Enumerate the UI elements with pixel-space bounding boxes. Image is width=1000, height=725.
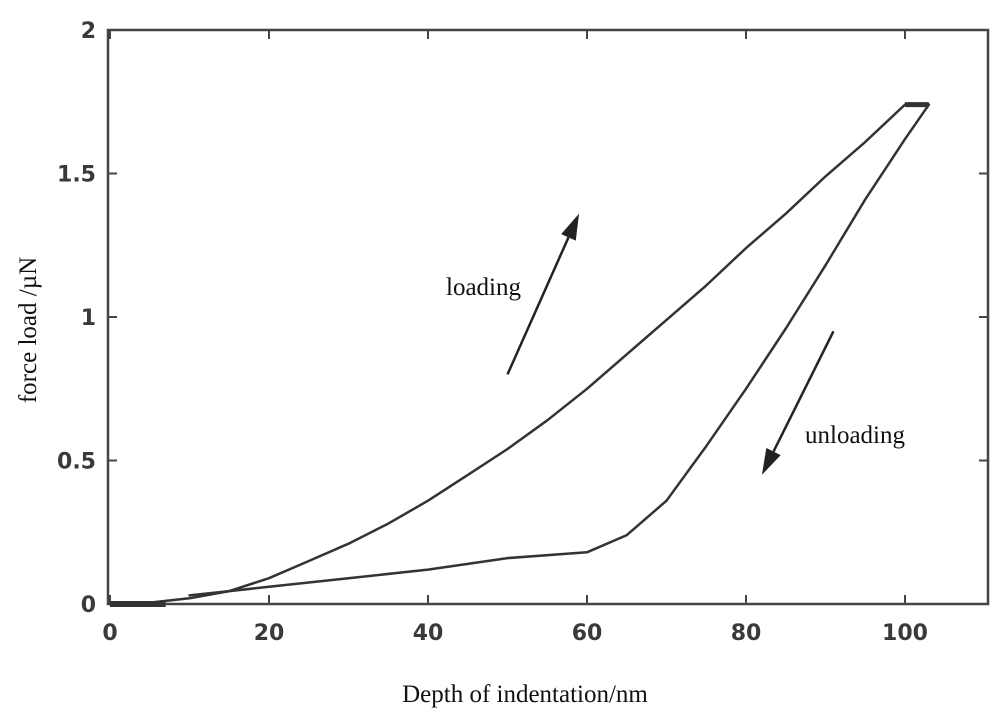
annotation-arrow-head [561,213,580,241]
annotation-unloading: unloading [805,422,905,449]
x-tick-label: 100 [882,621,928,646]
y-axis-title: force load /µN [15,257,42,403]
x-tick-label: 60 [572,621,603,646]
y-tick-label: 0.5 [57,450,96,475]
annotation-arrows [506,213,835,475]
x-tick-label: 0 [102,621,117,646]
annotation-arrow-head [761,448,781,475]
annotation-loading: loading [446,274,521,301]
y-tick-label: 0 [81,593,96,618]
tick-marks [108,29,988,605]
series-group [108,102,931,607]
plot-frame [106,28,990,606]
y-tick-label: 2 [81,19,96,44]
series-line-unloading [188,103,931,597]
y-tick-label: 1.5 [57,163,96,188]
series-line-loading [108,103,907,606]
y-tick-labels: 0 0.5 1 1.5 2 [57,19,96,618]
annotation-arrow-shaft [506,236,570,375]
x-axis-title: Depth of indentation/nm [402,681,648,708]
x-tick-labels: 0 20 40 60 80 100 [102,621,928,646]
y-tick-label: 1 [81,306,96,331]
x-tick-label: 80 [731,621,762,646]
x-tick-label: 40 [413,621,444,646]
x-tick-label: 20 [254,621,285,646]
annotation-arrow-shaft [772,330,835,453]
